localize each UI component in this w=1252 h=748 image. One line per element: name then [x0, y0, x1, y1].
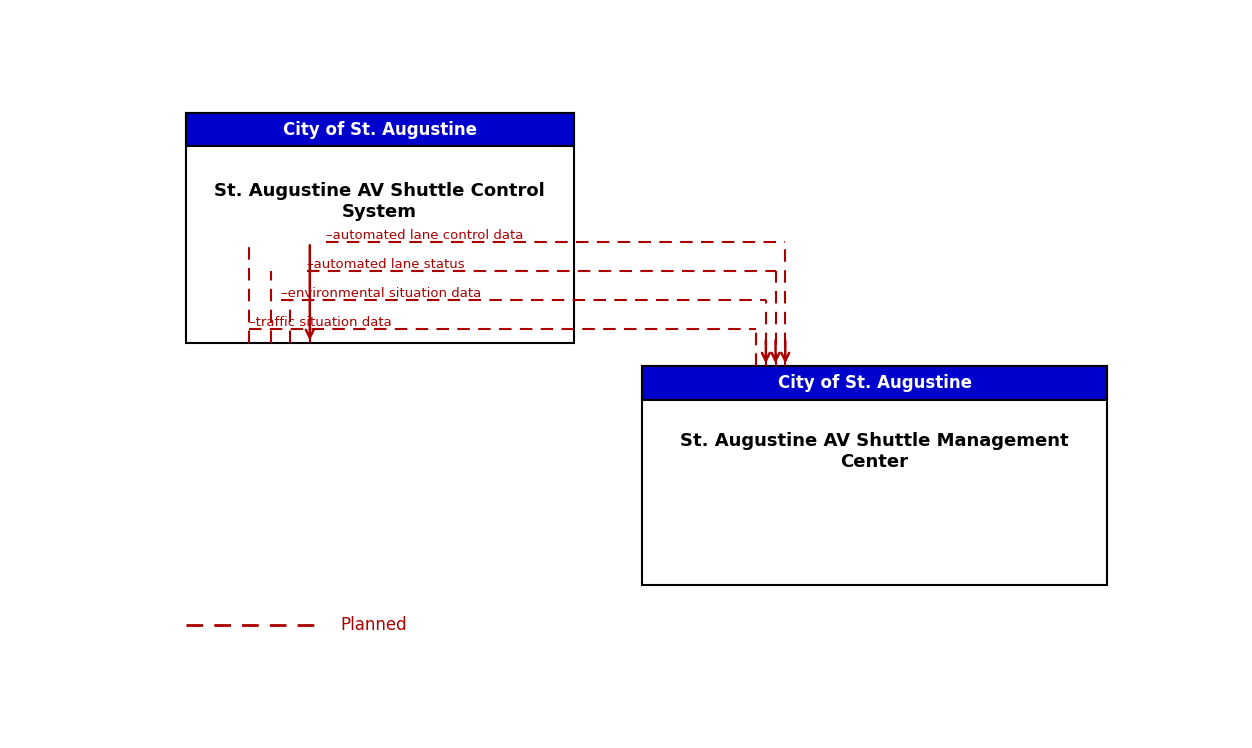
- Text: –automated lane control data: –automated lane control data: [327, 230, 523, 242]
- Bar: [185, 113, 573, 343]
- Bar: [185, 113, 573, 146]
- Bar: [641, 367, 1107, 585]
- Text: –environmental situation data: –environmental situation data: [280, 287, 481, 300]
- Bar: [641, 367, 1107, 399]
- Bar: [185, 113, 573, 146]
- Text: City of St. Augustine: City of St. Augustine: [777, 374, 972, 392]
- Text: City of St. Augustine: City of St. Augustine: [283, 120, 477, 138]
- Bar: [641, 367, 1107, 399]
- Text: Planned: Planned: [341, 616, 407, 634]
- Text: –traffic situation data: –traffic situation data: [249, 316, 392, 329]
- Text: –automated lane status: –automated lane status: [307, 258, 464, 272]
- Text: St. Augustine AV Shuttle Management
Center: St. Augustine AV Shuttle Management Cent…: [680, 432, 1069, 471]
- Text: St. Augustine AV Shuttle Control
System: St. Augustine AV Shuttle Control System: [214, 182, 545, 221]
